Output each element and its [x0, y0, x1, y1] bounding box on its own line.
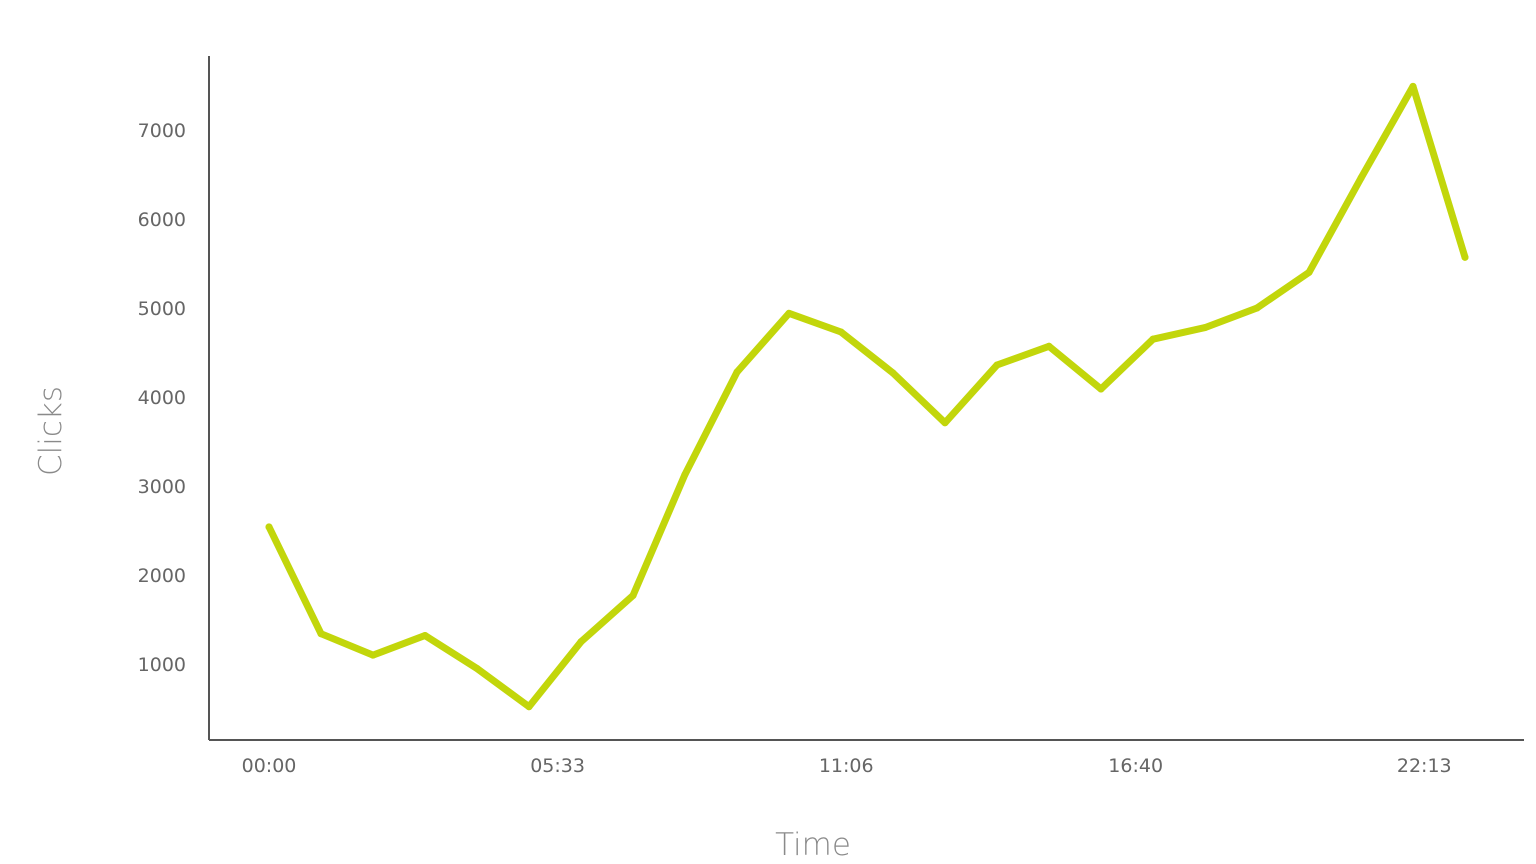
x-tick-label: 11:06: [819, 755, 874, 777]
y-tick-labels: 1000 2000 3000 4000 5000 6000 7000: [138, 120, 186, 676]
x-tick-label: 22:13: [1397, 755, 1452, 777]
data-point: [1357, 174, 1365, 182]
data-point: [1149, 335, 1157, 343]
data-point: [421, 632, 429, 640]
series-layer: [265, 82, 1469, 711]
axes: [208, 56, 1524, 741]
y-tick-label: 6000: [138, 209, 186, 231]
data-point: [577, 638, 585, 646]
data-point: [1201, 324, 1209, 332]
x-tick-labels: 00:00 05:33 11:06 16:40 22:13: [242, 755, 1452, 777]
data-point: [785, 309, 793, 317]
y-tick-label: 5000: [138, 298, 186, 320]
data-point: [369, 651, 377, 659]
data-point: [733, 368, 741, 376]
data-point: [889, 369, 897, 377]
data-point: [1461, 253, 1469, 261]
data-point: [993, 361, 1001, 369]
data-point: [941, 419, 949, 427]
data-point: [1097, 385, 1105, 393]
y-tick-label: 1000: [138, 654, 186, 676]
y-tick-label: 4000: [138, 387, 186, 409]
data-point: [1045, 342, 1053, 350]
x-tick-label: 00:00: [242, 755, 297, 777]
y-axis-title: Clicks: [33, 386, 69, 476]
x-tick-label: 05:33: [530, 755, 585, 777]
x-axis-title: Time: [775, 827, 851, 863]
data-point: [837, 328, 845, 336]
x-tick-label: 16:40: [1108, 755, 1163, 777]
data-point: [1253, 304, 1261, 312]
data-point: [473, 664, 481, 672]
data-point: [1305, 268, 1313, 276]
y-tick-label: 7000: [138, 120, 186, 142]
data-point: [1409, 82, 1417, 90]
data-point: [525, 703, 533, 711]
data-point: [317, 630, 325, 638]
data-point: [629, 591, 637, 599]
series-line: [265, 82, 1469, 711]
data-point: [681, 470, 689, 478]
data-point: [265, 523, 273, 531]
y-tick-label: 3000: [138, 476, 186, 498]
y-tick-label: 2000: [138, 565, 186, 587]
